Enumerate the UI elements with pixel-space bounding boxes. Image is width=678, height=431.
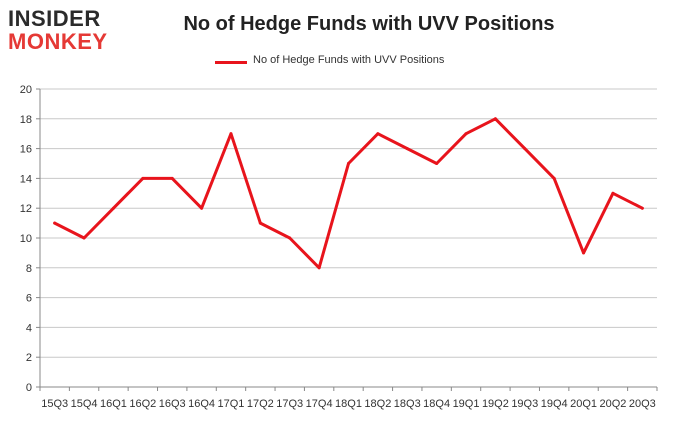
x-tick-label: 15Q4 [71, 398, 98, 410]
y-tick-label: 16 [20, 144, 32, 156]
data-point [229, 132, 233, 136]
x-tick-label: 19Q3 [511, 398, 538, 410]
x-tick-label: 20Q3 [629, 398, 656, 410]
x-tick-label: 16Q2 [129, 398, 156, 410]
data-point [53, 221, 57, 225]
x-tick-label: 15Q3 [41, 398, 68, 410]
x-tick-label: 18Q1 [335, 398, 362, 410]
data-point [288, 236, 292, 240]
chart-title: No of Hedge Funds with UVV Positions [183, 13, 555, 35]
data-point [82, 236, 86, 240]
data-point [317, 266, 321, 270]
data-point [435, 162, 439, 165]
data-point [552, 176, 556, 180]
x-tick-label: 17Q1 [218, 398, 245, 410]
y-tick-label: 0 [26, 382, 32, 394]
y-tick-label: 10 [20, 233, 32, 245]
insider-monkey-logo: INSIDER MONKEY [8, 6, 126, 54]
x-tick-label: 19Q2 [482, 398, 509, 410]
data-point [493, 117, 497, 121]
data-point [405, 147, 409, 151]
x-tick-labels: 15Q3 15Q4 16Q1 16Q2 16Q3 16Q4 17Q1 17Q2 17Q3 17Q4… [41, 398, 656, 410]
x-tick-label: 18Q2 [364, 398, 391, 410]
x-tick-label: 20Q2 [599, 398, 626, 410]
y-tick-label: 8 [26, 263, 32, 275]
x-tick-label: 19Q4 [541, 398, 568, 410]
gridlines [40, 88, 657, 358]
data-point [111, 206, 115, 210]
legend-swatch [215, 61, 247, 64]
y-tick-label: 12 [20, 203, 32, 215]
x-tick-label: 16Q4 [188, 398, 215, 410]
data-point [258, 221, 262, 225]
data-point [376, 132, 380, 136]
axes [36, 88, 658, 391]
data-point [141, 176, 145, 180]
x-tick-label: 16Q1 [100, 398, 127, 410]
y-tick-labels: 0 2 4 6 8 10 12 14 16 18 20 [20, 84, 32, 394]
x-tick-label: 19Q1 [453, 398, 480, 410]
legend-label: No of Hedge Funds with UVV Positions [253, 54, 445, 66]
logo-text-monkey: MONKEY [8, 29, 108, 54]
series [53, 117, 644, 270]
y-tick-label: 6 [26, 293, 32, 305]
x-tick-label: 17Q2 [247, 398, 274, 410]
x-tick-label: 18Q4 [423, 398, 450, 410]
series-line [53, 117, 644, 270]
data-point [611, 191, 615, 195]
y-tick-label: 2 [26, 352, 32, 364]
y-tick-label: 4 [26, 322, 32, 334]
y-tick-label: 14 [20, 173, 32, 185]
data-point [170, 176, 174, 180]
data-point [200, 206, 204, 210]
x-tick-label: 18Q3 [394, 398, 421, 410]
data-point [464, 132, 468, 136]
data-point [523, 147, 527, 151]
logo-text-insider: INSIDER [8, 6, 101, 31]
y-tick-label: 18 [20, 114, 32, 126]
data-point [582, 251, 586, 255]
data-point [347, 162, 350, 165]
x-tick-label: 20Q1 [570, 398, 597, 410]
x-tick-label: 16Q3 [159, 398, 186, 410]
x-tick-label: 17Q4 [306, 398, 333, 410]
y-tick-label: 20 [20, 84, 32, 96]
data-point [640, 206, 644, 210]
x-tick-label: 17Q3 [276, 398, 303, 410]
